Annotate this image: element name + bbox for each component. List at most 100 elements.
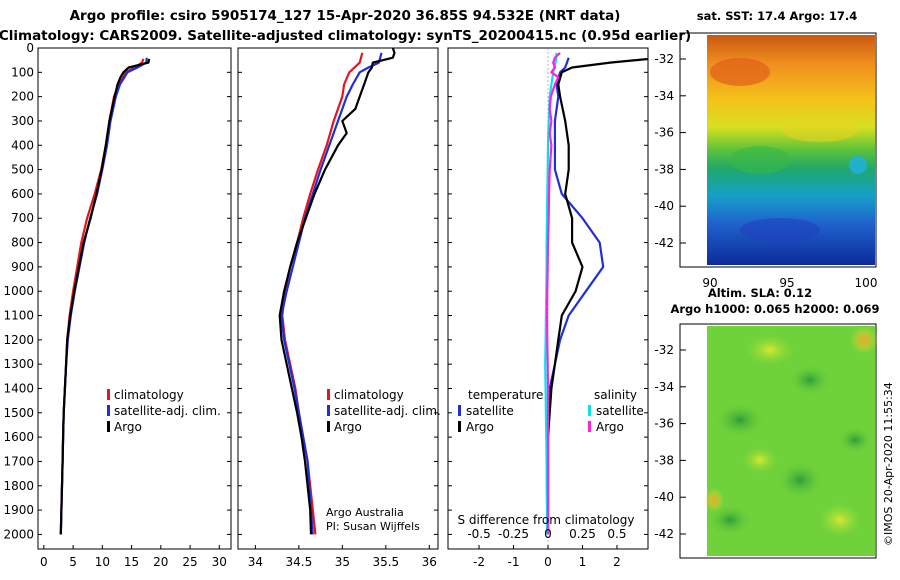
legend-label-argo: Argo: [114, 420, 142, 434]
x-tick-label: 5: [69, 555, 77, 569]
depth-tick-label: 100: [11, 65, 34, 79]
sla-high-blob: [818, 502, 862, 538]
x-tick-label: 34.5: [286, 555, 313, 569]
sla-low-blob: [708, 504, 752, 536]
sla-axes: -32 -34 -36 -38 -40 -42: [654, 343, 686, 541]
difference-series: [544, 48, 648, 549]
series-line-climatology: [281, 52, 364, 535]
difference-x-axis-bottom: -2 -1 0 1 2: [473, 545, 621, 569]
x-tick-label: 0.5: [607, 527, 626, 541]
depth-tick-label: 1300: [3, 357, 34, 371]
series-line-satellite-adj-clim-: [280, 52, 383, 535]
map-lon-label: 100: [855, 276, 878, 290]
legend-heading-temperature: temperature: [468, 388, 543, 402]
legend-swatch-sal-satellite: [588, 405, 591, 416]
depth-tick-label: 1400: [3, 381, 34, 395]
map-lon-label: 95: [779, 276, 794, 290]
map-lat-label: -32: [654, 52, 674, 66]
x-tick-label: 30: [212, 555, 227, 569]
series-line-argo: [278, 48, 396, 535]
sst-map: [707, 35, 875, 265]
sla-high-blob: [745, 334, 795, 366]
salinity-legend: climatology satellite-adj. clim. Argo: [327, 388, 441, 434]
depth-tick-label: 1500: [3, 406, 34, 420]
legend-label-temp-argo: Argo: [466, 420, 494, 434]
series-line-salinity-satellite: [544, 52, 558, 535]
x-tick-label: 20: [153, 555, 168, 569]
x-tick-label: 34: [248, 555, 263, 569]
depth-tick-label: 600: [11, 187, 34, 201]
legend-label-argo: Argo: [334, 420, 362, 434]
sla-peak-blob: [704, 488, 724, 512]
depth-tick-label: 400: [11, 138, 34, 152]
legend-swatch-climatology: [327, 389, 330, 400]
depth-tick-label: 1800: [3, 479, 34, 493]
difference-xlabel: S difference from climatology: [458, 513, 635, 527]
depth-tick-label: 1700: [3, 454, 34, 468]
temperature-x-axis: 0 5 10 15 20 25 30: [40, 545, 227, 569]
x-tick-label: 0: [544, 555, 552, 569]
map-lat-label: -34: [654, 380, 674, 394]
depth-tick-label: 1200: [3, 333, 34, 347]
title-line-2: Climatology: CARS2009. Satellite-adjuste…: [0, 28, 691, 44]
x-tick-label: 0: [40, 555, 48, 569]
x-tick-label: 0: [544, 527, 552, 541]
x-tick-label: -0.5: [467, 527, 490, 541]
sst-yellow-patch: [782, 118, 858, 142]
map-lat-label: -40: [654, 199, 674, 213]
sla-low-blob: [837, 426, 873, 454]
credit-pi: PI: Susan Wijffels: [326, 520, 420, 533]
x-tick-label: 10: [95, 555, 110, 569]
sst-map-frame: [679, 32, 877, 268]
x-tick-label: 36: [422, 555, 437, 569]
legend-label-climatology: climatology: [114, 388, 184, 402]
x-tick-label: -1: [508, 555, 520, 569]
legend-swatch-temp-argo: [458, 421, 461, 432]
temperature-legend: climatology satellite-adj. clim. Argo: [107, 388, 221, 434]
temperature-series: [59, 57, 151, 535]
map-lon-label: 90: [702, 276, 717, 290]
depth-tick-label: 0: [26, 41, 34, 55]
title-line-1: Argo profile: csiro 5905174_127 15-Apr-2…: [70, 8, 621, 24]
legend-swatch-satellite: [107, 405, 110, 416]
temperature-panel-frame: [37, 47, 232, 550]
sst-cold-patch: [740, 218, 820, 242]
legend-label-satellite: satellite-adj. clim.: [334, 404, 441, 418]
depth-tick-label: 900: [11, 260, 34, 274]
series-line-argo: [59, 58, 151, 535]
legend-label-climatology: climatology: [334, 388, 404, 402]
map-lat-label: -38: [654, 453, 674, 467]
series-line-temperature-satellite: [546, 57, 605, 535]
map-lat-label: -34: [654, 89, 674, 103]
credit-org: Argo Australia: [326, 506, 404, 519]
sla-low-blob: [776, 460, 824, 500]
x-tick-label: -2: [473, 555, 485, 569]
sst-green-patch: [730, 146, 790, 174]
salinity-x-axis: 34 34.5 35 35.5 36: [248, 545, 437, 569]
map-lat-label: -40: [654, 490, 674, 504]
map-lat-label: -32: [654, 343, 674, 357]
legend-swatch-climatology: [107, 389, 110, 400]
depth-tick-label: 2000: [3, 527, 34, 541]
sla-low-blob: [714, 402, 766, 438]
map-lat-label: -36: [654, 417, 674, 431]
map-lat-label: -38: [654, 162, 674, 176]
map-lat-label: -36: [654, 126, 674, 140]
depth-tick-label: 200: [11, 90, 34, 104]
timestamp-stamp: ©IMOS 20-Apr-2020 11:55:34: [882, 382, 895, 546]
sla-map-title-1: Altim. SLA: 0.12: [708, 286, 812, 300]
x-tick-label: 0.25: [569, 527, 596, 541]
difference-legend: temperature satellite Argo salinity sate…: [458, 388, 644, 434]
depth-tick-label: 800: [11, 236, 34, 250]
salinity-panel-frame: [237, 47, 439, 550]
sla-peak-blob: [850, 326, 878, 354]
x-tick-label: 2: [613, 555, 621, 569]
legend-swatch-argo: [107, 421, 110, 432]
legend-swatch-sal-argo: [588, 421, 591, 432]
map-lat-label: -42: [654, 527, 674, 541]
sla-map: [704, 326, 878, 556]
sla-map-frame: [679, 323, 877, 559]
legend-swatch-temp-satellite: [458, 405, 461, 416]
x-tick-label: 15: [124, 555, 139, 569]
